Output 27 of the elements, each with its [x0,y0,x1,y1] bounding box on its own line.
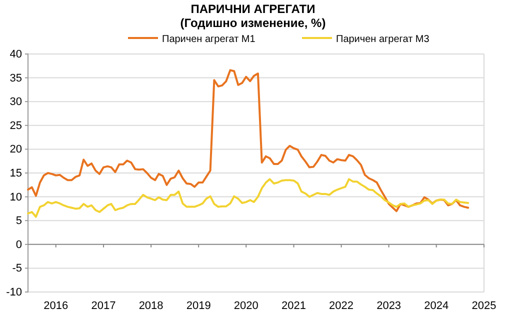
y-tick-label: 15 [10,168,22,180]
legend-label: Паричен агрегат М3 [336,34,430,45]
y-tick-label: -10 [6,286,22,299]
y-tick-label: -5 [12,262,22,275]
x-tick-label: 2025 [472,300,496,312]
legend-label: Паричен агрегат М1 [162,34,256,45]
y-tick-label: 5 [16,215,22,228]
x-tick-label: 2021 [282,300,306,312]
x-tick-label: 2016 [44,300,68,312]
y-tick-label: 30 [10,96,22,108]
y-tick-label: 25 [10,120,22,132]
y-tick-label: 40 [10,48,22,61]
x-tick-label: 2019 [186,300,211,312]
y-tick-label: 10 [10,191,22,204]
x-tick-label: 2020 [234,300,258,312]
chart-title: ПАРИЧНИ АГРЕГАТИ [190,2,316,16]
x-tick-label: 2024 [424,300,449,312]
x-tick-label: 2023 [376,300,402,312]
y-tick-label: 35 [10,72,22,84]
x-tick-label: 2022 [329,300,354,312]
chart-subtitle: (Годишно изменение, %) [180,16,326,30]
line-series [27,178,470,218]
x-tick-label: 2018 [138,300,164,312]
y-tick-label: 0 [16,238,22,251]
y-tick-label: 20 [10,144,22,156]
line-series [27,69,470,212]
x-tick-label: 2017 [91,300,116,312]
